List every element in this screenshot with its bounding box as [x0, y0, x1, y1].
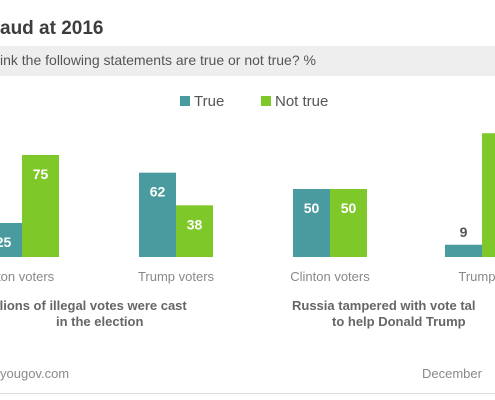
group-label-line: to help Donald Trump: [332, 314, 466, 329]
group-label-line: Russia tampered with vote tal: [292, 298, 476, 313]
group-label-illegal-votes: llions of illegal votes were cast in the …: [0, 298, 187, 330]
footer-date: December: [422, 366, 482, 381]
bar-true-3: [445, 244, 482, 257]
legend: True Not true: [180, 93, 328, 110]
page-title: aud at 2016: [0, 18, 104, 39]
subtitle-bar: ink the following statements are true or…: [0, 46, 495, 76]
group-label-line: llions of illegal votes were cast: [0, 298, 187, 313]
category-label: Trump v: [458, 269, 495, 284]
bar-not-true-3: [482, 133, 495, 257]
data-label: 25: [0, 234, 11, 250]
data-label: 38: [187, 216, 203, 232]
bar-true-1: [139, 172, 176, 257]
legend-swatch-not-true: [261, 96, 271, 106]
bar-chart: True Not true 25756238505099 nton voters…: [0, 93, 495, 284]
bar-true-2: [293, 189, 330, 257]
group-label-line: in the election: [56, 314, 144, 329]
category-label: Trump voters: [138, 269, 215, 284]
data-label: 75: [33, 166, 49, 182]
group-label-russia: Russia tampered with vote tal to help Don…: [292, 298, 476, 330]
source-credit: yougov.com: [0, 366, 70, 381]
bars: 25756238505099: [0, 133, 495, 257]
category-label: nton voters: [0, 269, 55, 284]
data-label: 50: [341, 200, 357, 216]
bar-not-true-0: [22, 155, 59, 257]
data-label: 9: [460, 224, 468, 240]
data-label: 50: [304, 200, 320, 216]
subtitle: ink the following statements are true or…: [0, 52, 316, 68]
data-label: 62: [150, 184, 166, 200]
bar-true-0: [0, 223, 22, 257]
footer-divider: [0, 393, 495, 394]
category-label: Clinton voters: [290, 269, 370, 284]
legend-label-not-true: Not true: [275, 93, 328, 110]
bar-not-true-1: [176, 205, 213, 257]
category-labels: nton voters Trump voters Clinton voters Tru…: [0, 269, 495, 284]
legend-swatch-true: [180, 96, 190, 106]
bar-not-true-2: [330, 189, 367, 257]
legend-label-true: True: [194, 93, 224, 110]
